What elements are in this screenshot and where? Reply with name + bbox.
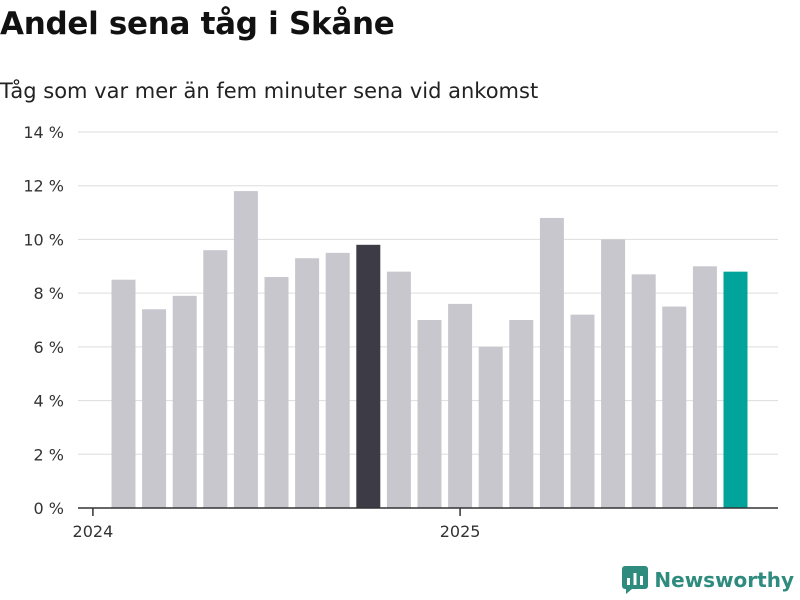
bars: [111, 191, 748, 509]
bar: [478, 346, 503, 508]
bar: [692, 266, 717, 508]
brand: Newsworthy: [622, 566, 794, 594]
y-tick-label: 6 %: [34, 338, 64, 357]
y-tick-label: 12 %: [23, 177, 64, 196]
chart-title: Andel sena tåg i Skåne: [0, 6, 395, 42]
y-tick-label: 14 %: [23, 123, 64, 142]
newsworthy-logo-icon: [622, 566, 649, 594]
brand-name: Newsworthy: [654, 568, 794, 592]
bar: [172, 295, 197, 508]
x-tick-label: 2024: [73, 522, 114, 541]
bar: [233, 191, 258, 509]
y-tick-label: 10 %: [23, 230, 64, 249]
bar: [295, 258, 320, 508]
y-tick-label: 0 %: [34, 499, 64, 518]
bar: [509, 320, 534, 508]
bar: [570, 314, 595, 508]
bar: [111, 279, 136, 508]
bar: [631, 274, 656, 508]
bar: [142, 309, 167, 508]
bar: [662, 306, 687, 508]
bar: [386, 271, 411, 508]
bar: [203, 250, 228, 508]
y-axis-ticks: 0 % 2 % 4 % 6 % 8 % 10 % 12 % 14 %: [23, 123, 64, 518]
bar: [356, 244, 381, 509]
x-axis-ticks: 2024 2025: [73, 508, 481, 541]
x-tick-label: 2025: [440, 522, 481, 541]
bar: [601, 239, 626, 508]
y-tick-label: 8 %: [34, 284, 64, 303]
bar: [723, 271, 748, 508]
y-tick-label: 4 %: [34, 392, 64, 411]
bar: [448, 303, 473, 508]
bar: [539, 217, 564, 508]
y-tick-label: 2 %: [34, 445, 64, 464]
bar: [264, 277, 289, 508]
chart-subtitle: Tåg som var mer än fem minuter sena vid …: [0, 79, 539, 103]
bar: [325, 252, 350, 508]
bar: [417, 320, 442, 508]
